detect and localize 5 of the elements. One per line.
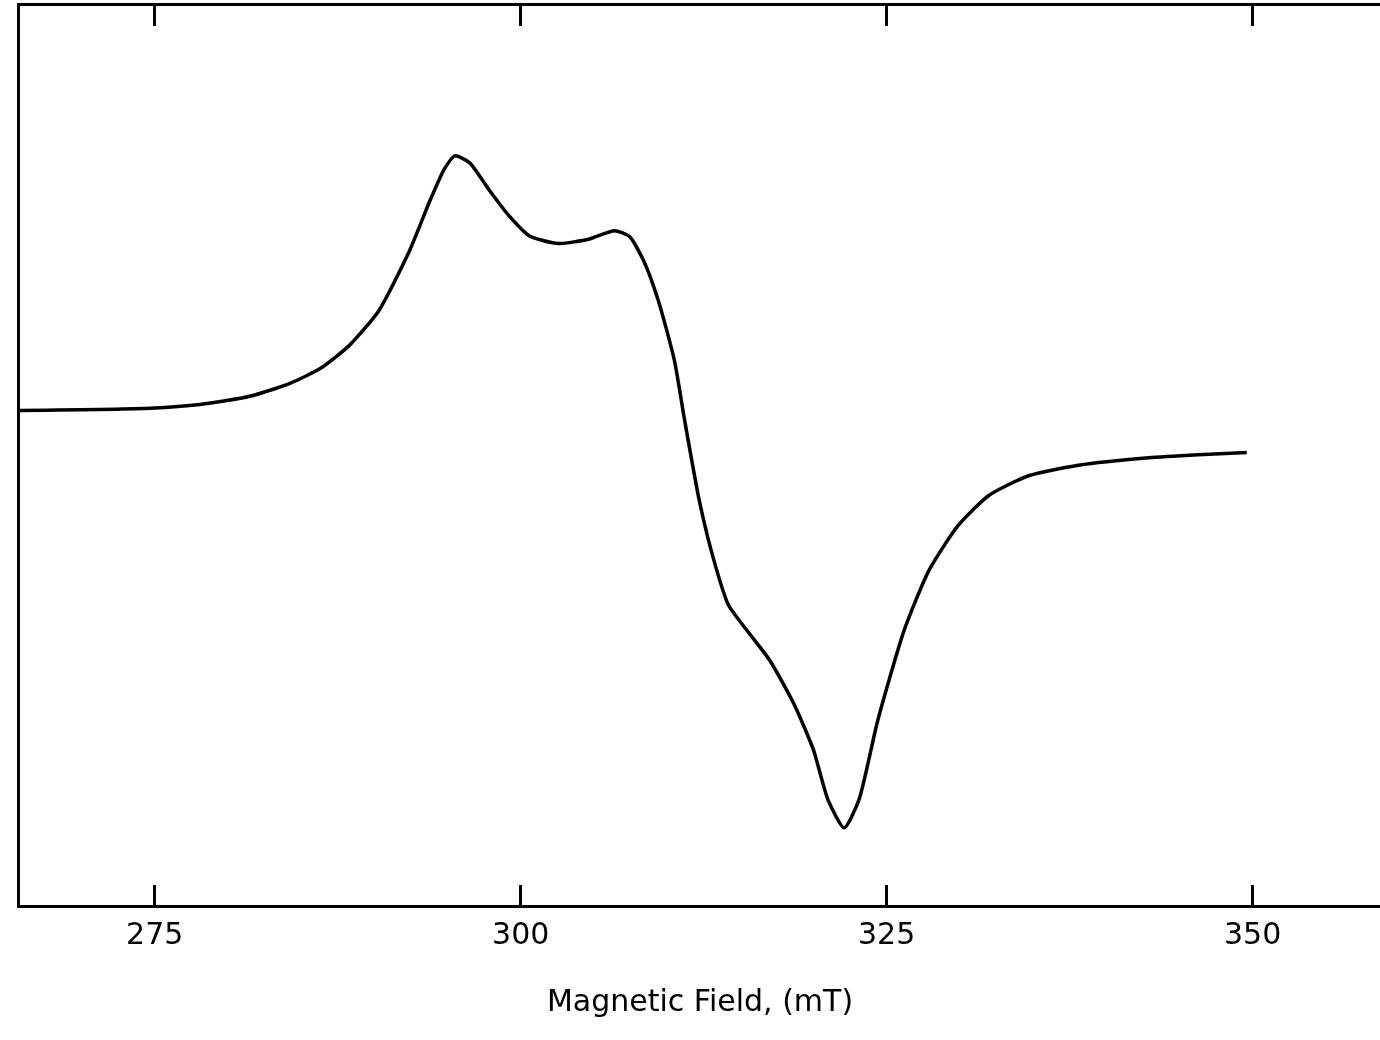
x-tick-label: 325: [858, 916, 916, 951]
x-tick-label: 300: [492, 916, 550, 951]
x-tick-label: 350: [1224, 916, 1282, 951]
x-tick-label: 275: [126, 916, 184, 951]
x-axis-title: Magnetic Field, (mT): [546, 982, 854, 1018]
